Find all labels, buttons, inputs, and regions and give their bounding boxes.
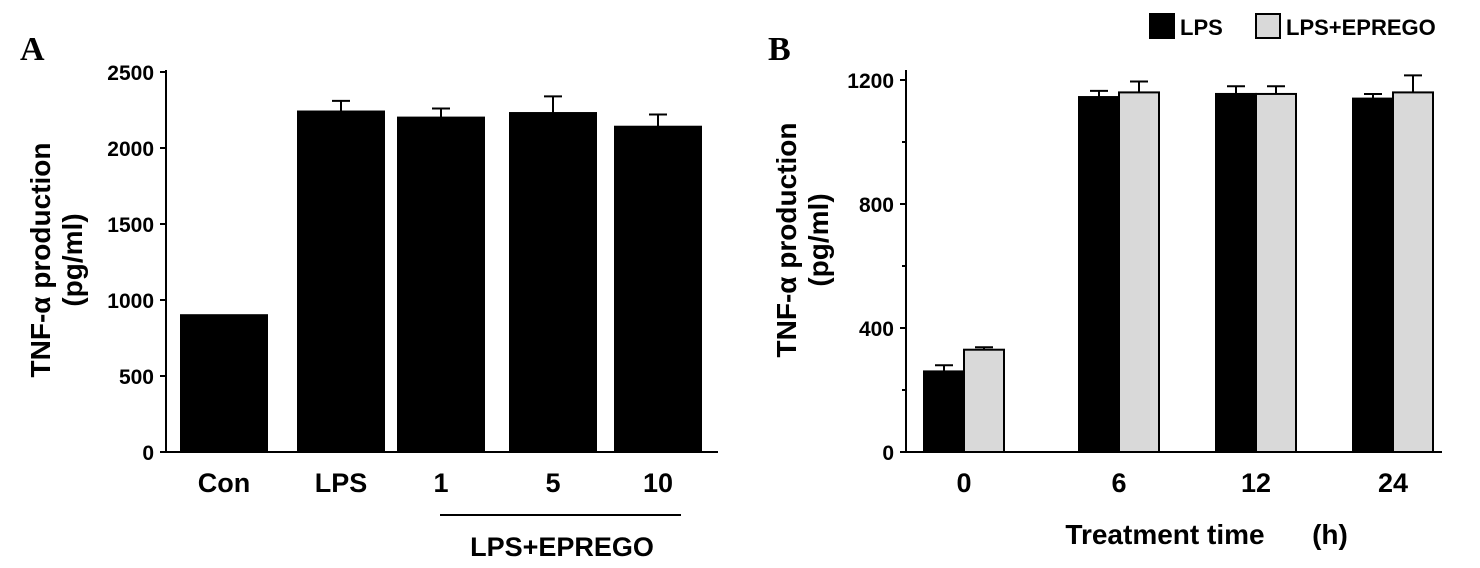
bar — [614, 125, 702, 453]
y-tick-label: 0 — [142, 442, 154, 465]
bar — [509, 112, 597, 453]
x-tick-label: 0 — [956, 468, 971, 498]
legend-swatch-lps — [1149, 13, 1175, 39]
panel-b-ylabel-line1: TNF-α production — [771, 123, 802, 358]
bar — [180, 314, 268, 454]
y-tick-label: 0 — [882, 442, 894, 465]
panel-b-xlabel: Treatment time — [1065, 519, 1264, 550]
bar — [1392, 91, 1434, 454]
x-tick-label: 5 — [545, 468, 560, 498]
panel-b-xlabel-unit: (h) — [1312, 519, 1348, 550]
legend-swatch-lps-eprego — [1255, 13, 1281, 39]
legend-label-lps: LPS — [1180, 15, 1223, 40]
panel-a-plot: 0 500 1000 1500 2000 2500 Con LPS 1 5 10 — [107, 62, 702, 498]
panel-b-legend: LPS LPS+EPREGO — [1149, 13, 1436, 40]
bar — [1255, 92, 1297, 453]
bar — [963, 348, 1005, 454]
x-tick-label: 24 — [1378, 468, 1408, 498]
x-tick-label: 1 — [433, 468, 448, 498]
panel-a-group-label: LPS+EPREGO — [470, 532, 654, 562]
x-tick-label: 6 — [1111, 468, 1126, 498]
panel-a-label: A — [20, 31, 45, 68]
x-tick-label: 12 — [1241, 468, 1271, 498]
panel-b-ylabel-line2: (pg/ml) — [803, 193, 834, 286]
y-tick-label: 1500 — [107, 214, 154, 237]
y-tick-label: 1000 — [107, 290, 154, 313]
panel-b-plot: 0 400 800 1200 0 6 12 24 — [847, 70, 1434, 498]
bar — [1215, 92, 1257, 453]
legend-label-lps-eprego: LPS+EPREGO — [1286, 15, 1436, 40]
bar — [1352, 97, 1394, 453]
y-tick-label: 500 — [119, 366, 154, 389]
y-tick-label: 800 — [859, 194, 894, 217]
bar — [1078, 96, 1120, 454]
y-tick-label: 2500 — [107, 62, 154, 85]
x-tick-label: 10 — [643, 468, 673, 498]
bar — [923, 370, 965, 453]
panel-a-ylabel-line2: (pg/ml) — [57, 213, 88, 306]
bar — [297, 110, 385, 454]
panel-a-ylabel-line1: TNF-α production — [25, 143, 56, 378]
panel-b-label: B — [768, 31, 791, 68]
y-tick-label: 2000 — [107, 138, 154, 161]
bar — [1118, 91, 1160, 454]
y-tick-label: 400 — [859, 318, 894, 341]
bar — [397, 116, 485, 453]
x-tick-label: LPS — [315, 468, 368, 498]
x-tick-label: Con — [198, 468, 250, 498]
y-tick-label: 1200 — [847, 70, 894, 93]
